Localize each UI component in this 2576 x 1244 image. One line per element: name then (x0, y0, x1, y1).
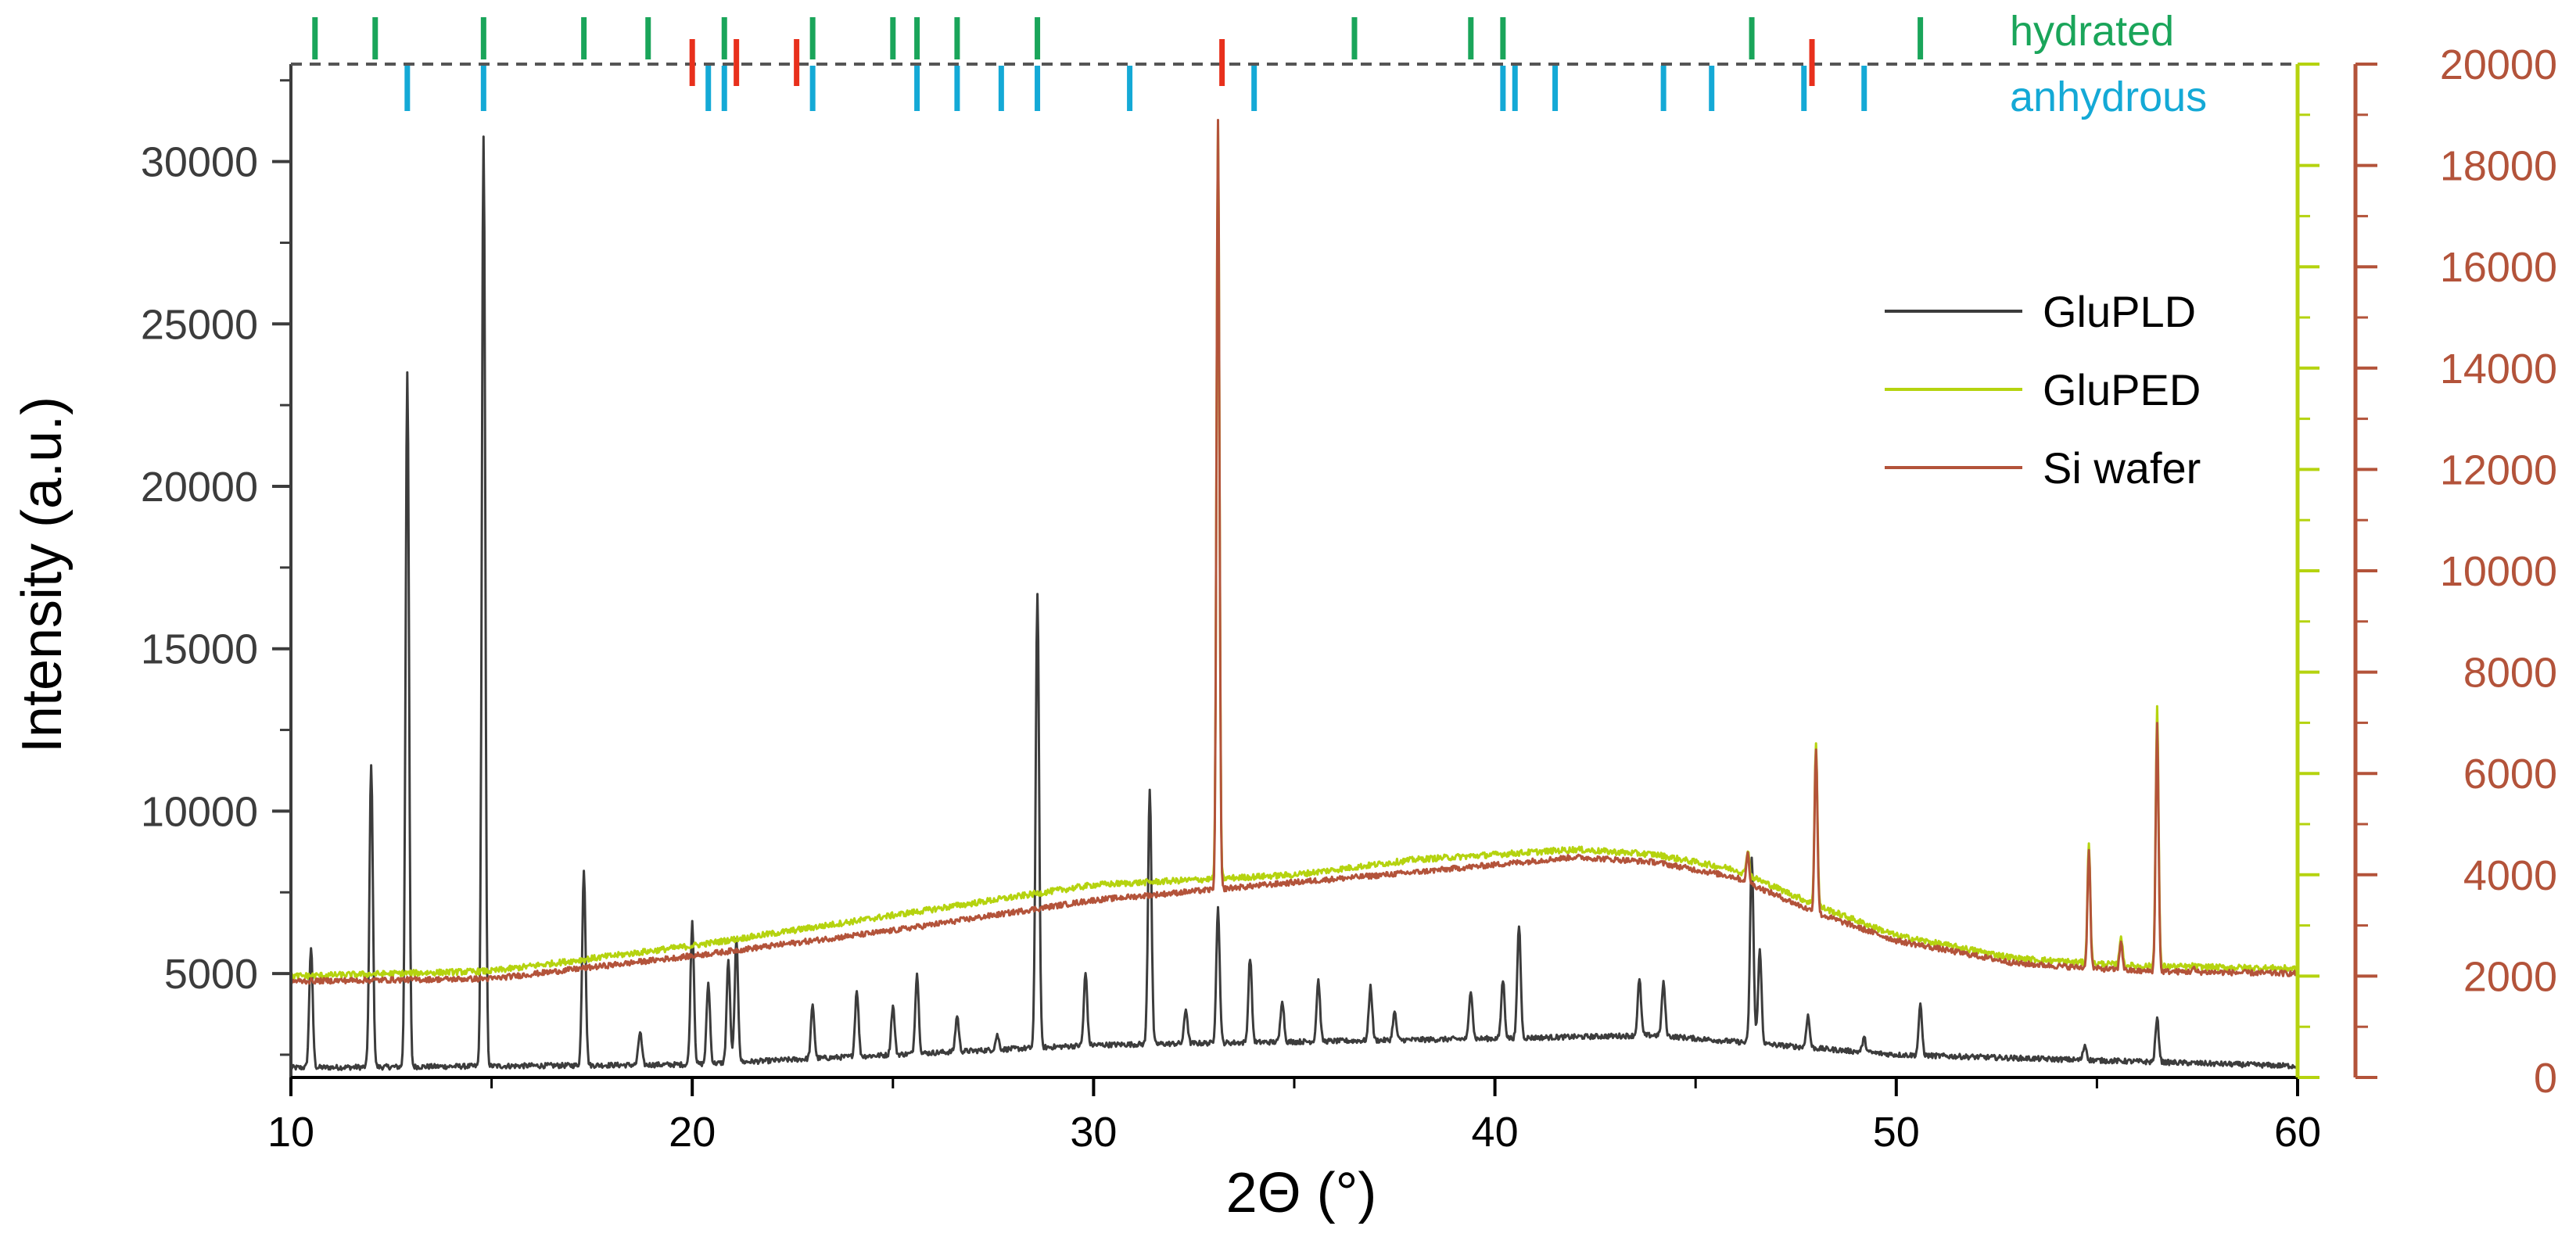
y-left-tick-label: 5000 (164, 951, 258, 998)
y-right-tick-label: 8000 (2463, 650, 2557, 697)
x-tick-label: 40 (1472, 1109, 1519, 1156)
y-left-tick-label: 25000 (141, 301, 258, 348)
legend-item-si-wafer-label: Si wafer (2043, 443, 2201, 493)
y-left-tick-label: 15000 (141, 626, 258, 673)
legend-item-glupld-label: GluPLD (2043, 287, 2196, 336)
reference-ticks-layer (312, 17, 1924, 111)
series-line-gluped (289, 124, 2299, 980)
y-left-tick-label: 10000 (141, 788, 258, 835)
legend: GluPLD GluPED Si wafer (1885, 287, 2201, 493)
y-left-tick-label: 30000 (141, 139, 258, 186)
y-right-tick-label: 18000 (2440, 143, 2557, 190)
hydrated-label: hydrated (2010, 8, 2174, 55)
series-line-glupld (289, 135, 2299, 1071)
series-line-si-wafer (289, 119, 2299, 985)
anhydrous-label: anhydrous (2010, 73, 2207, 120)
legend-item-gluped-label: GluPED (2043, 365, 2201, 414)
x-axis-title: 2Θ (°) (1226, 1162, 1377, 1224)
y-right-tick-label: 20000 (2440, 41, 2557, 88)
x-tick-label: 10 (267, 1109, 314, 1156)
y-axis-title: Intensity (a.u.) (11, 396, 74, 753)
x-tick-label: 30 (1070, 1109, 1117, 1156)
y-left-tick-label: 20000 (141, 464, 258, 511)
x-tick-label: 50 (1873, 1109, 1920, 1156)
y-right-tick-label: 4000 (2463, 852, 2557, 899)
y-right-tick-label: 0 (2534, 1055, 2557, 1102)
axes-layer: 10 20 30 40 50 605000100001500020000250003000… (141, 41, 2557, 1156)
x-tick-label: 20 (669, 1109, 716, 1156)
y-right-tick-label: 2000 (2463, 953, 2557, 1000)
series-layer (289, 119, 2299, 1071)
y-right-tick-label: 12000 (2440, 446, 2557, 493)
y-right-tick-label: 10000 (2440, 548, 2557, 595)
y-right-tick-label: 16000 (2440, 244, 2557, 291)
x-tick-label: 60 (2274, 1109, 2321, 1156)
y-right-tick-label: 6000 (2463, 751, 2557, 798)
y-right-tick-label: 14000 (2440, 346, 2557, 393)
